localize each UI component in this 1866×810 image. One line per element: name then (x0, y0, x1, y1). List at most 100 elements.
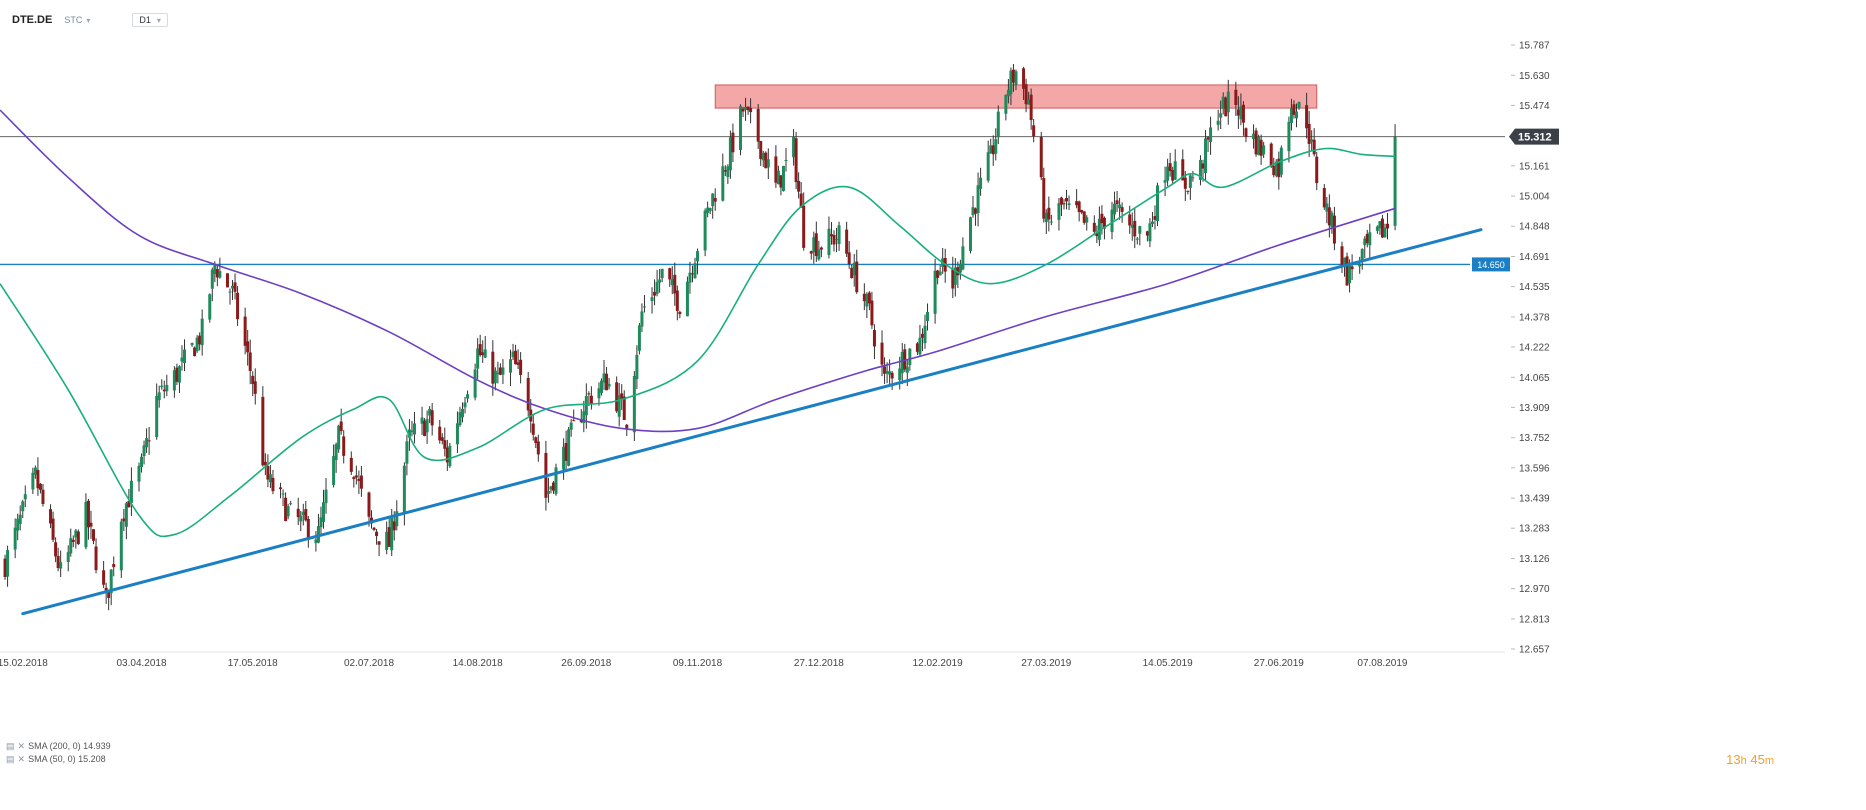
candle[interactable] (440, 433, 444, 445)
candle[interactable] (359, 465, 363, 497)
candle[interactable] (501, 359, 505, 384)
candle[interactable] (731, 123, 735, 163)
candle[interactable] (122, 509, 126, 531)
candle[interactable] (903, 343, 907, 373)
candle[interactable] (51, 511, 55, 543)
candle[interactable] (918, 324, 922, 357)
candle[interactable] (1130, 212, 1134, 241)
candle[interactable] (69, 528, 73, 557)
candle[interactable] (620, 384, 624, 410)
candle[interactable] (157, 385, 161, 408)
candle[interactable] (430, 402, 434, 436)
candle[interactable] (622, 390, 626, 421)
candle[interactable] (974, 207, 978, 226)
candle[interactable] (564, 430, 568, 472)
candle[interactable] (792, 129, 796, 166)
candle[interactable] (1216, 109, 1220, 131)
candle[interactable] (284, 492, 288, 522)
candle[interactable] (797, 172, 801, 199)
candle[interactable] (554, 463, 558, 496)
candle[interactable] (986, 140, 990, 183)
candle[interactable] (668, 267, 672, 287)
candle[interactable] (104, 582, 108, 604)
candle[interactable] (1365, 229, 1369, 248)
candle[interactable] (306, 515, 310, 548)
candle[interactable] (1011, 63, 1015, 92)
candle[interactable] (1188, 174, 1192, 200)
candle[interactable] (1315, 151, 1319, 191)
candle[interactable] (812, 231, 816, 264)
candle[interactable] (195, 335, 199, 353)
candle[interactable] (493, 367, 497, 391)
candle[interactable] (870, 291, 874, 329)
candle[interactable] (1186, 190, 1190, 195)
candle[interactable] (304, 500, 308, 522)
candle[interactable] (936, 269, 940, 285)
candle[interactable] (749, 98, 753, 124)
candle[interactable] (172, 366, 176, 398)
candle[interactable] (54, 537, 58, 563)
candle[interactable] (299, 511, 303, 532)
candle[interactable] (445, 439, 449, 471)
candle[interactable] (1340, 241, 1344, 274)
candle[interactable] (279, 482, 283, 499)
candle[interactable] (723, 165, 727, 177)
candle[interactable] (658, 268, 662, 293)
candle[interactable] (41, 483, 45, 507)
candle[interactable] (1383, 223, 1387, 238)
candle[interactable] (281, 489, 285, 506)
candle[interactable] (155, 383, 159, 440)
candle[interactable] (926, 303, 930, 331)
candle[interactable] (1241, 101, 1245, 136)
candle[interactable] (764, 151, 768, 169)
candle[interactable] (458, 406, 462, 427)
candle[interactable] (1067, 195, 1071, 211)
candle[interactable] (549, 485, 553, 494)
candle[interactable] (160, 379, 164, 390)
candle[interactable] (968, 216, 972, 254)
candle[interactable] (1226, 79, 1230, 125)
candle[interactable] (1095, 225, 1099, 244)
candle[interactable] (301, 503, 305, 526)
candle[interactable] (349, 451, 353, 475)
candle[interactable] (862, 283, 866, 311)
candle[interactable] (1080, 209, 1084, 215)
candle[interactable] (481, 340, 485, 363)
candle[interactable] (218, 257, 222, 279)
candle[interactable] (86, 498, 90, 540)
candle[interactable] (1350, 254, 1354, 281)
candle[interactable] (1307, 110, 1311, 157)
candle[interactable] (1325, 196, 1329, 224)
candle[interactable] (16, 513, 20, 541)
candle[interactable] (428, 406, 432, 424)
candle[interactable] (534, 436, 538, 449)
candle[interactable] (1272, 157, 1276, 178)
candle[interactable] (455, 411, 459, 453)
candle[interactable] (615, 376, 619, 413)
candle[interactable] (713, 188, 717, 211)
candle[interactable] (491, 340, 495, 396)
candle[interactable] (562, 438, 566, 480)
candle[interactable] (1219, 100, 1223, 130)
candle[interactable] (266, 454, 270, 488)
candle[interactable] (607, 378, 611, 390)
candle[interactable] (835, 227, 839, 253)
candle[interactable] (321, 489, 325, 529)
candle[interactable] (635, 345, 639, 390)
candle[interactable] (215, 265, 219, 287)
candle[interactable] (246, 329, 250, 366)
candle[interactable] (781, 165, 785, 192)
candle[interactable] (605, 366, 609, 391)
candle[interactable] (412, 412, 416, 444)
candle[interactable] (971, 195, 975, 218)
candle[interactable] (1150, 211, 1154, 228)
candle[interactable] (1118, 197, 1122, 220)
candle[interactable] (107, 591, 111, 611)
candle[interactable] (761, 150, 765, 168)
candle[interactable] (531, 415, 535, 441)
candle[interactable] (511, 343, 515, 361)
candle[interactable] (1292, 100, 1296, 119)
candle[interactable] (1312, 128, 1316, 157)
candle[interactable] (496, 361, 500, 384)
candle[interactable] (1148, 218, 1152, 248)
